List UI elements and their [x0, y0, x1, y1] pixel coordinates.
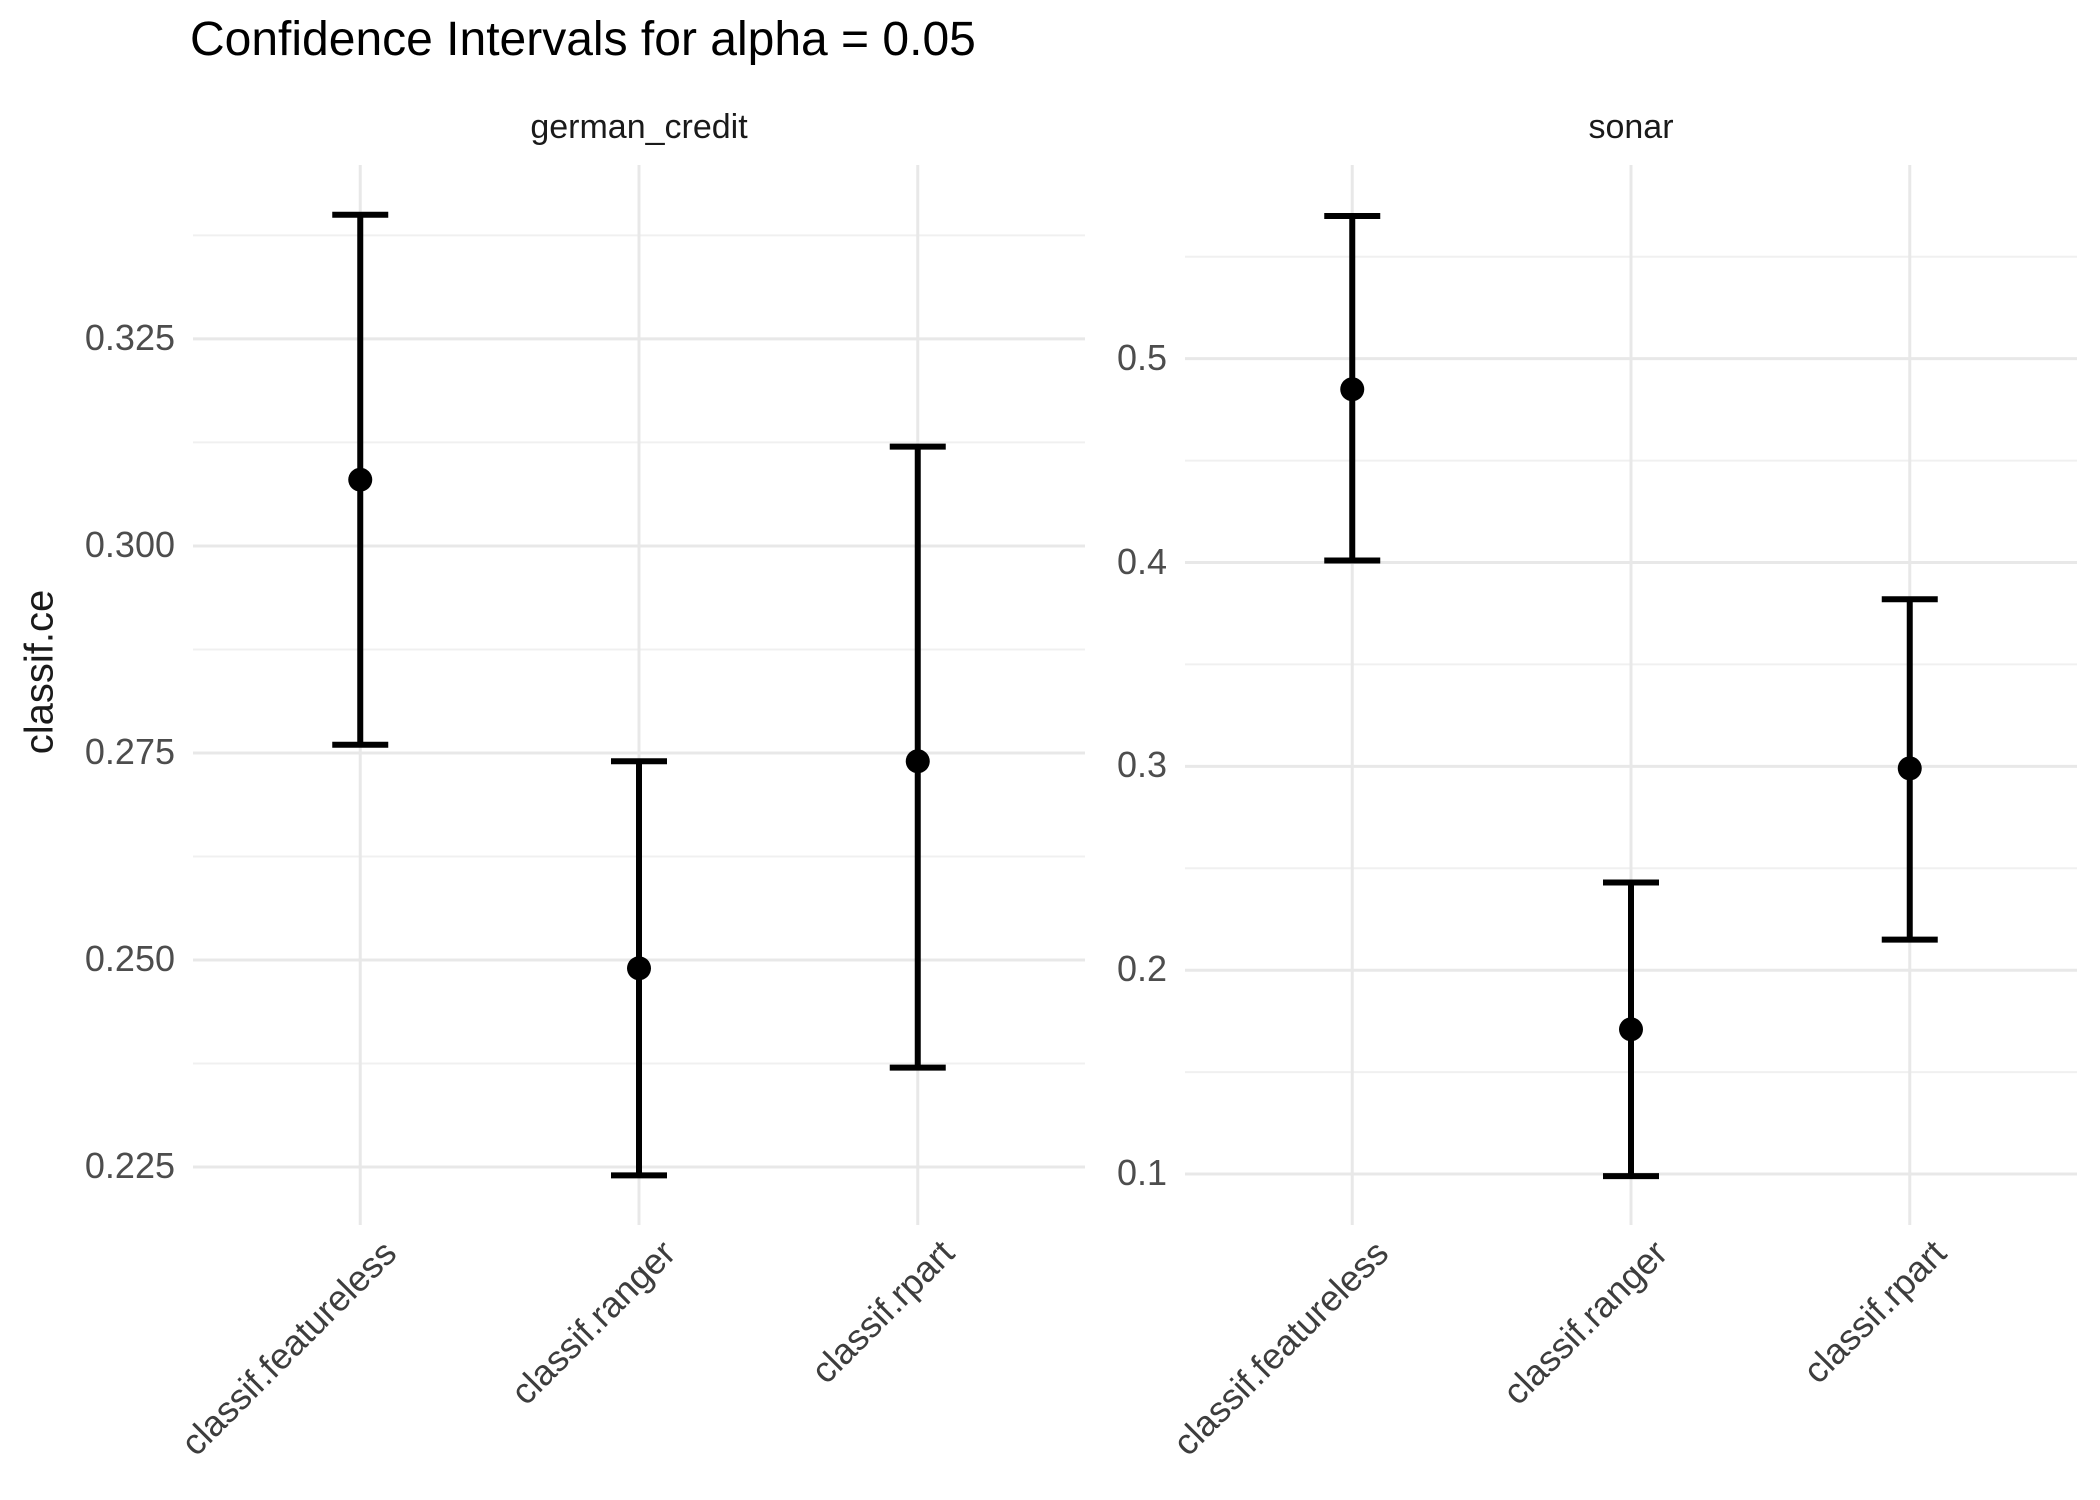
errorbar-classif.featureless: [1324, 212, 1381, 564]
x-axis-tick-label: classif.ranger: [1494, 1232, 1675, 1413]
errorbar-classif.ranger: [611, 758, 667, 1179]
mean-point: [1619, 1017, 1643, 1042]
y-axis-tick-label: 0.250: [84, 938, 175, 980]
errorbar-classif.featureless: [332, 211, 389, 748]
y-axis-tick-label: 0.275: [84, 731, 175, 773]
y-axis-tick-label: 0.1: [1116, 1152, 1167, 1194]
facet-title: sonar: [1588, 108, 1674, 146]
y-axis-tick-label: 0.5: [1116, 336, 1167, 378]
errorbar-classif.ranger: [1603, 879, 1659, 1180]
y-axis-tick-label: 0.2: [1116, 948, 1167, 990]
y-axis-title: classif.ce: [17, 589, 62, 755]
mean-point: [348, 467, 373, 492]
errorbar-classif.rpart: [889, 443, 946, 1071]
facet-title: german_credit: [530, 108, 748, 146]
mean-point: [1897, 756, 1922, 781]
mean-point: [627, 956, 651, 981]
panel-german_credit: [193, 165, 1085, 1225]
mean-point: [905, 749, 930, 774]
x-axis-tick-label: classif.featureless: [1164, 1232, 1397, 1464]
errorbar-classif.rpart: [1881, 596, 1938, 943]
x-axis-tick-label: classif.featureless: [172, 1232, 405, 1464]
plot-title: Confidence Intervals for alpha = 0.05: [190, 13, 976, 66]
x-axis-tick-label: classif.rpart: [1794, 1232, 1954, 1392]
y-axis-tick-label: 0.3: [1116, 744, 1167, 786]
y-axis-tick-label: 0.325: [84, 317, 175, 359]
y-axis-tick-label: 0.4: [1116, 540, 1167, 582]
mean-point: [1340, 377, 1365, 402]
y-axis-tick-label: 0.300: [84, 524, 175, 566]
x-axis-tick-label: classif.ranger: [502, 1232, 683, 1413]
panel-sonar: [1185, 165, 2077, 1225]
x-axis-tick-label: classif.rpart: [802, 1232, 962, 1392]
y-axis-tick-label: 0.225: [84, 1145, 175, 1187]
